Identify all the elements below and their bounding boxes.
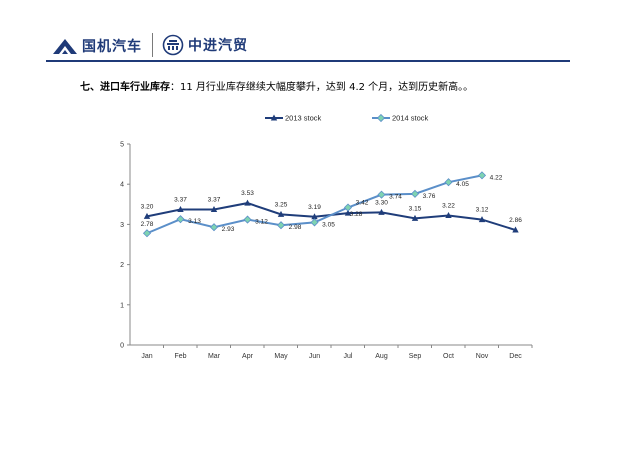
legend-marker-1	[270, 114, 278, 121]
y-tick-label: 5	[120, 142, 124, 149]
data-label: 3.74	[389, 194, 402, 201]
series-2-point	[176, 215, 185, 224]
sinomach-logo: 国机汽车	[52, 36, 142, 56]
section-headline: 七、进口车行业库存：11 月行业库存继续大幅度攀升，达到 4.2 个月，达到历史…	[80, 78, 473, 93]
logo2-text: 中进汽贸	[188, 38, 248, 54]
data-label: 3.13	[188, 218, 201, 225]
data-label: 3.22	[442, 203, 455, 210]
series-2-point	[209, 223, 219, 232]
series-2-point	[477, 171, 487, 180]
x-tick-label: Jan	[141, 353, 152, 360]
data-label: 3.25	[275, 201, 288, 208]
mountain-logo-icon	[53, 39, 77, 54]
series-1-point	[411, 214, 419, 221]
series-2-point	[276, 221, 286, 230]
series-1-point	[143, 212, 151, 219]
x-tick-label: Apr	[242, 353, 254, 360]
data-label: 3.05	[322, 221, 335, 228]
series-1-point	[478, 216, 486, 223]
y-tick-label: 4	[120, 182, 124, 189]
series-1-point	[445, 212, 452, 219]
legend-label-1: 2013 stock	[285, 114, 322, 123]
y-tick-label: 1	[120, 302, 124, 309]
data-label: 3.37	[208, 197, 221, 204]
legend-marker-2	[376, 113, 386, 123]
x-tick-label: Sep	[409, 353, 422, 360]
circle-emblem-icon	[162, 34, 184, 56]
series-1-point	[344, 209, 352, 216]
logo1-text: 国机汽车	[82, 39, 142, 55]
x-tick-label: Mar	[208, 353, 221, 360]
series-2-point	[343, 203, 353, 212]
series-2-point	[377, 190, 386, 199]
series-1-point	[210, 206, 218, 213]
series-1-point	[277, 210, 285, 217]
data-label: 3.76	[423, 193, 436, 200]
y-tick-label: 2	[120, 262, 124, 269]
legend-label-2: 2014 stock	[392, 114, 429, 123]
data-label: 3.37	[174, 197, 187, 204]
data-label: 2.86	[509, 217, 522, 224]
data-label: 3.30	[375, 199, 388, 206]
series-2-point	[142, 229, 152, 238]
data-label: 3.42	[356, 200, 369, 207]
y-tick-label: 3	[120, 222, 124, 229]
series-1-point	[311, 213, 318, 220]
series-2-point	[310, 218, 319, 227]
x-tick-label: Dec	[509, 353, 522, 360]
data-label: 3.53	[241, 190, 254, 197]
x-tick-label: Nov	[476, 353, 489, 360]
cntic-logo: 中进汽贸	[162, 34, 248, 56]
series-1-point	[244, 199, 251, 206]
series-2-point	[444, 178, 453, 187]
x-tick-label: Oct	[443, 353, 454, 360]
header: 国机汽车 中进汽贸	[0, 0, 620, 62]
series-1-point	[512, 226, 519, 233]
data-label: 2.78	[141, 221, 154, 228]
data-label: 4.22	[490, 174, 503, 181]
data-label: 3.12	[476, 207, 489, 214]
headline-body: ：11 月行业库存继续大幅度攀升，达到 4.2 个月，达到历史新高。。	[170, 82, 474, 93]
data-label: 3.15	[409, 205, 422, 212]
x-tick-label: Jun	[309, 353, 320, 360]
header-rule	[46, 60, 570, 62]
series-1-point	[177, 206, 184, 213]
series-2-point	[243, 215, 252, 224]
y-tick-label: 0	[120, 343, 124, 350]
data-label: 2.98	[289, 224, 302, 231]
x-tick-label: May	[274, 353, 288, 360]
logo-divider	[152, 33, 153, 57]
x-tick-label: Aug	[375, 353, 388, 360]
series-1-point	[378, 208, 385, 215]
data-label: 4.05	[456, 181, 469, 188]
x-tick-label: Jul	[344, 353, 353, 360]
data-label: 3.12	[255, 219, 268, 226]
data-label: 2.93	[222, 226, 235, 233]
series-2-point	[410, 189, 420, 198]
data-label: 3.19	[308, 204, 321, 211]
data-label: 3.20	[141, 203, 154, 210]
data-label: 3.28	[350, 211, 363, 218]
x-tick-label: Feb	[174, 353, 186, 360]
headline-lead: 七、进口车行业库存	[80, 82, 170, 93]
